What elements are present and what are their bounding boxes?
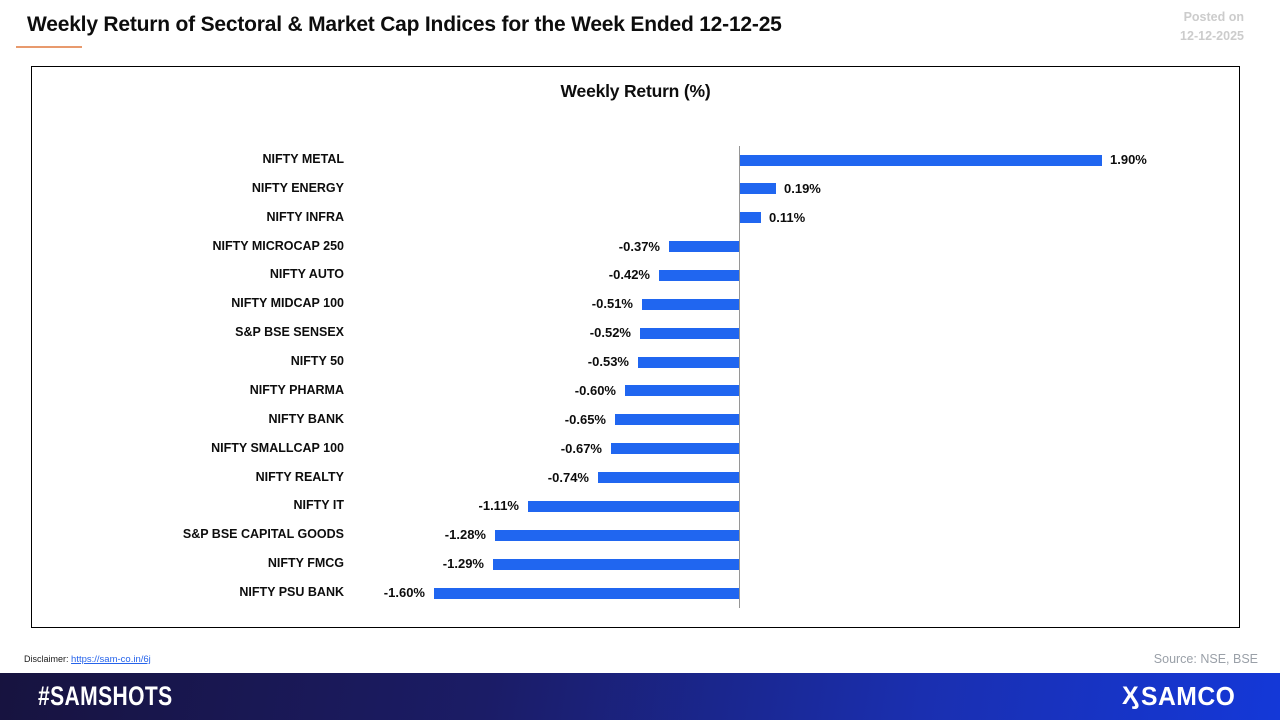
bar: [598, 472, 739, 484]
category-label: NIFTY METAL: [262, 152, 344, 166]
value-label: -0.42%: [608, 267, 650, 283]
value-label: 1.90%: [1110, 152, 1147, 167]
bar: [740, 212, 761, 224]
category-label: NIFTY MICROCAP 250: [212, 238, 344, 253]
value-label: -1.28%: [444, 527, 486, 543]
bar: [611, 443, 739, 455]
value-label: -0.52%: [589, 325, 631, 341]
bar: [495, 529, 739, 541]
chart-title: Weekly Return (%): [560, 81, 711, 101]
category-label: NIFTY 50: [290, 354, 344, 369]
chart-container: Weekly Return (%) NIFTY METAL 1.90% NIFTY …: [31, 66, 1240, 628]
bar: [740, 183, 776, 195]
samco-brand-name: SAMCO: [1140, 681, 1236, 711]
category-label: NIFTY INFRA: [266, 209, 344, 224]
disclaimer-label: Disclaimer:: [24, 654, 69, 664]
value-label: -0.74%: [547, 469, 589, 485]
category-label: NIFTY BANK: [268, 411, 344, 426]
zero-axis-line: [739, 146, 740, 608]
category-label: NIFTY SMALLCAP 100: [211, 440, 344, 455]
value-label: -0.65%: [564, 411, 606, 427]
title-underline: [16, 46, 82, 48]
value-label: -0.67%: [560, 440, 602, 456]
category-label: S&P BSE SENSEX: [235, 325, 344, 340]
category-label: NIFTY MIDCAP 100: [231, 296, 344, 311]
value-label: -0.60%: [574, 382, 616, 398]
category-label: NIFTY ENERGY: [251, 180, 344, 195]
bar: [638, 356, 739, 368]
bar: [659, 269, 739, 281]
value-label: 0.11%: [769, 209, 806, 225]
bar: [669, 241, 739, 253]
bar: [493, 558, 739, 570]
bar: [740, 154, 1102, 166]
bar: [625, 385, 739, 397]
source-note: Source: NSE, BSE: [1153, 652, 1258, 666]
page-title: Weekly Return of Sectoral & Market Cap I…: [27, 13, 782, 36]
bar-chart-plot-area: NIFTY METAL 1.90% NIFTY ENERGY 0.19% NIFTY I…: [32, 67, 1239, 627]
bar: [615, 414, 739, 426]
category-label: NIFTY FMCG: [267, 556, 344, 571]
category-label: NIFTY PSU BANK: [239, 585, 344, 600]
category-label: NIFTY IT: [293, 498, 344, 513]
posted-on-label: Posted on: [1183, 10, 1244, 24]
value-label: -0.53%: [587, 354, 629, 370]
value-label: -1.60%: [383, 585, 425, 601]
value-label: -0.51%: [591, 296, 633, 312]
disclaimer: Disclaimer: https://sam-co.in/6j: [24, 654, 151, 665]
bar: [528, 500, 739, 512]
posted-on-date: 12-12-2025: [1180, 29, 1244, 43]
disclaimer-link[interactable]: https://sam-co.in/6j: [71, 654, 151, 665]
bar: [434, 587, 739, 599]
category-label: NIFTY AUTO: [269, 267, 344, 282]
value-label: 0.19%: [784, 180, 821, 196]
samco-logo-icon: Ӽ: [1122, 682, 1139, 710]
category-label: NIFTY REALTY: [255, 469, 344, 484]
posted-on-stamp: Posted on 12-12-2025: [1180, 8, 1244, 46]
samshots-hashtag: #SAMSHOTS: [38, 681, 173, 711]
category-label: S&P BSE CAPITAL GOODS: [182, 527, 344, 542]
value-label: -1.11%: [478, 498, 519, 514]
samco-logo: Ӽ SAMCO: [1122, 681, 1240, 712]
footer-bar: #SAMSHOTS Ӽ SAMCO: [0, 673, 1280, 720]
value-label: -1.29%: [442, 556, 484, 572]
bar: [642, 298, 739, 310]
category-label: NIFTY PHARMA: [249, 382, 344, 397]
value-label: -0.37%: [618, 238, 660, 254]
bar: [640, 327, 739, 339]
